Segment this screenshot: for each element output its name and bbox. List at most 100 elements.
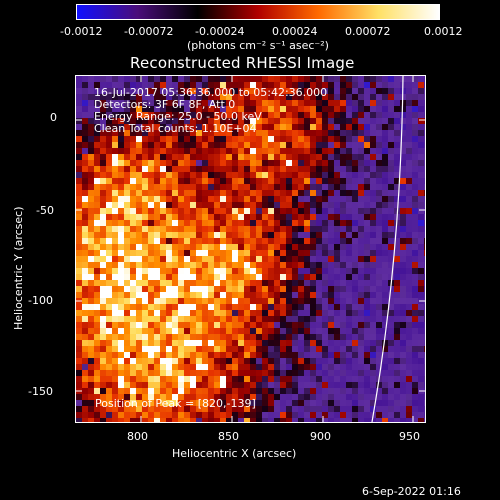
image-pixel <box>316 298 322 304</box>
image-pixel <box>226 418 232 422</box>
image-pixel <box>262 364 268 370</box>
image-pixel <box>142 130 148 136</box>
image-pixel <box>238 178 244 184</box>
image-pixel <box>238 394 244 400</box>
image-pixel <box>190 310 196 316</box>
image-pixel <box>394 232 400 238</box>
image-pixel <box>388 226 394 232</box>
image-pixel <box>214 358 220 364</box>
image-pixel <box>304 358 310 364</box>
image-pixel <box>142 100 148 106</box>
image-pixel <box>394 196 400 202</box>
image-pixel <box>310 406 316 412</box>
image-pixel <box>106 406 112 412</box>
image-pixel <box>136 328 142 334</box>
image-pixel <box>94 88 100 94</box>
image-pixel <box>382 160 388 166</box>
image-pixel <box>322 394 328 400</box>
image-pixel <box>304 190 310 196</box>
image-pixel <box>322 412 328 418</box>
image-pixel <box>196 220 202 226</box>
image-pixel <box>214 124 220 130</box>
image-pixel <box>340 130 346 136</box>
image-pixel <box>286 274 292 280</box>
image-pixel <box>106 292 112 298</box>
image-pixel <box>382 106 388 112</box>
image-pixel <box>376 364 382 370</box>
image-pixel <box>112 364 118 370</box>
image-pixel <box>196 142 202 148</box>
image-pixel <box>178 76 184 82</box>
image-pixel <box>304 418 310 422</box>
image-pixel <box>418 406 424 412</box>
image-pixel <box>100 370 106 376</box>
image-pixel <box>118 220 124 226</box>
image-pixel <box>358 256 364 262</box>
image-pixel <box>304 142 310 148</box>
image-pixel <box>88 82 94 88</box>
image-pixel <box>196 76 202 82</box>
image-pixel <box>190 220 196 226</box>
image-pixel <box>364 376 370 382</box>
image-pixel <box>250 316 256 322</box>
image-pixel <box>322 76 328 82</box>
image-pixel <box>340 286 346 292</box>
image-pixel <box>400 154 406 160</box>
image-pixel <box>136 124 142 130</box>
image-pixel <box>310 340 316 346</box>
image-pixel <box>178 322 184 328</box>
image-pixel <box>250 364 256 370</box>
image-pixel <box>208 232 214 238</box>
image-pixel <box>142 340 148 346</box>
image-pixel <box>322 130 328 136</box>
image-pixel <box>292 322 298 328</box>
image-pixel <box>160 346 166 352</box>
colorbar-gradient <box>77 5 439 19</box>
image-pixel <box>118 274 124 280</box>
image-pixel <box>334 316 340 322</box>
image-pixel <box>106 352 112 358</box>
image-pixel <box>274 310 280 316</box>
image-pixel <box>382 226 388 232</box>
image-pixel <box>292 172 298 178</box>
image-pixel <box>238 142 244 148</box>
image-pixel <box>130 406 136 412</box>
image-pixel <box>358 406 364 412</box>
image-pixel <box>184 220 190 226</box>
image-pixel <box>412 214 418 220</box>
image-pixel <box>280 310 286 316</box>
image-pixel <box>412 106 418 112</box>
image-pixel <box>262 292 268 298</box>
image-pixel <box>130 400 136 406</box>
image-pixel <box>286 154 292 160</box>
image-pixel <box>232 316 238 322</box>
image-pixel <box>172 274 178 280</box>
image-pixel <box>202 292 208 298</box>
image-pixel <box>400 178 406 184</box>
image-pixel <box>166 274 172 280</box>
image-pixel <box>268 334 274 340</box>
image-pixel <box>94 274 100 280</box>
image-pixel <box>346 280 352 286</box>
colorbar-tick-label: -0.0012 <box>60 25 103 38</box>
image-pixel <box>334 130 340 136</box>
image-pixel <box>160 130 166 136</box>
image-pixel <box>124 298 130 304</box>
image-pixel <box>238 100 244 106</box>
image-pixel <box>334 364 340 370</box>
image-pixel <box>298 304 304 310</box>
image-pixel <box>208 238 214 244</box>
image-pixel <box>226 154 232 160</box>
image-pixel <box>394 76 400 82</box>
image-pixel <box>196 94 202 100</box>
image-pixel <box>244 172 250 178</box>
image-pixel <box>184 148 190 154</box>
image-pixel <box>202 184 208 190</box>
image-pixel <box>100 364 106 370</box>
image-pixel <box>292 118 298 124</box>
image-pixel <box>226 340 232 346</box>
image-pixel <box>310 316 316 322</box>
image-pixel <box>136 82 142 88</box>
image-pixel <box>178 220 184 226</box>
image-pixel <box>262 316 268 322</box>
